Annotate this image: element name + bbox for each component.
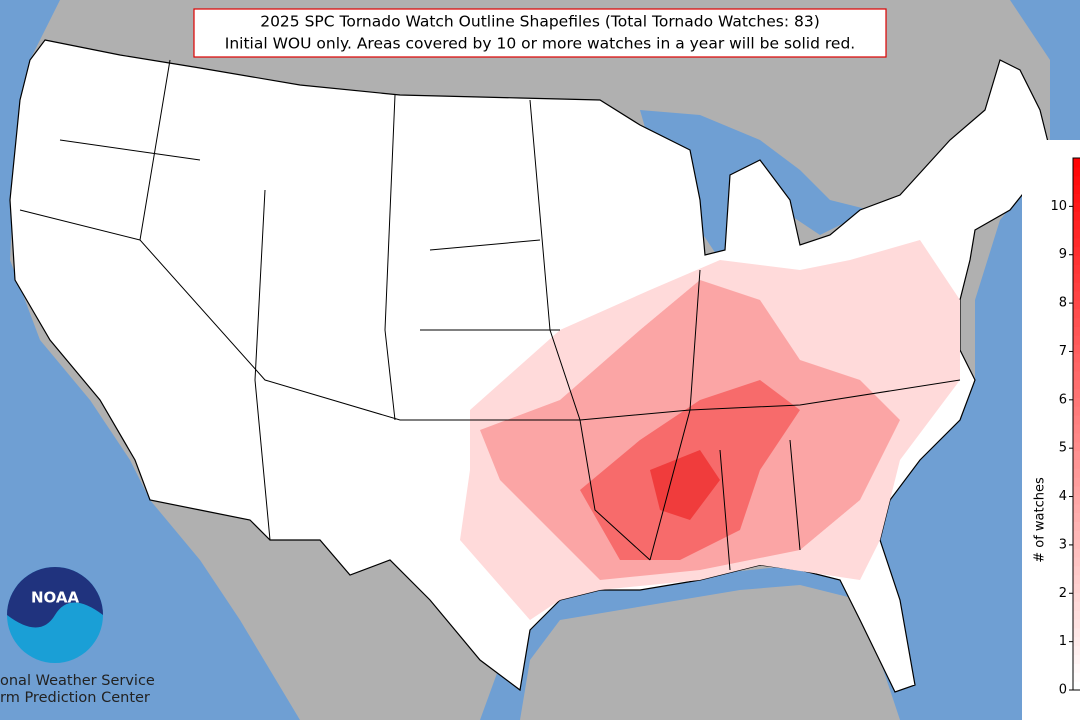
colorbar-step [1073,530,1080,540]
colorbar-panel [1022,140,1080,720]
colorbar-step [1073,326,1080,336]
colorbar: 0 1 2 3 4 5 6 7 8 9 10 [1050,157,1080,698]
colorbar-step [1073,370,1080,381]
state-line [19,139,560,331]
colorbar-step [1073,335,1080,345]
colorbar-step [1073,246,1080,257]
colorbar-step [1073,601,1080,611]
colorbar-step [1073,645,1080,656]
colorbar-step [1073,202,1080,212]
colorbar-step [1073,361,1080,372]
colorbar-step [1073,654,1080,664]
colorbar-step [1073,521,1080,531]
colorbar-step [1073,477,1080,487]
colorbar-step [1073,574,1080,585]
colorbar-step [1073,610,1080,620]
colorbar-step [1073,663,1080,673]
colorbar-step [1073,388,1080,398]
colorbar-step [1073,512,1080,523]
logo-top [7,567,103,628]
colorbar-step [1073,619,1080,629]
colorbar-step [1073,379,1080,390]
colorbar-step [1073,397,1080,407]
colorbar-step [1073,264,1080,274]
colorbar-step [1073,636,1080,647]
state-lines [19,59,961,571]
colorbar-tick-label: 2 [1059,586,1067,601]
colorbar-tick-label: 4 [1059,489,1067,504]
colorbar-step [1073,220,1080,230]
title-box [193,8,887,58]
colorbar-step [1073,424,1080,434]
logo-line: onal Weather Service [0,673,155,689]
colorbar-step [1073,344,1080,354]
colorbar-step [1073,459,1080,469]
logo-line: rm Prediction Center [0,690,150,706]
colorbar-step [1073,450,1080,460]
watch-area-peak [650,450,720,520]
state-line [649,269,701,561]
pacific-ocean [0,0,300,720]
colorbar-frame [1072,157,1080,691]
colorbar-step [1073,255,1080,265]
colorbar-step [1073,228,1080,239]
colorbar-step [1073,406,1080,416]
colorbar-step [1073,557,1080,567]
colorbar-step [1073,291,1080,301]
colorbar-step [1073,273,1080,283]
colorbar-step [1073,317,1080,327]
colorbar-step [1073,672,1080,682]
state-line [384,94,396,421]
colorbar-step [1073,166,1080,177]
colorbar-step [1073,415,1080,425]
colorbar-step [1073,494,1080,505]
state-line [139,59,961,421]
colorbar-tick-label: 7 [1059,344,1067,359]
state-line [719,439,801,571]
colorbar-step [1073,503,1080,514]
colorbar-step [1073,211,1080,221]
colorbar-tick-label: 6 [1059,392,1067,407]
colorbar-tick-label: 1 [1059,634,1067,649]
watch-shading [460,240,960,620]
colorbar-step [1073,308,1080,319]
colorbar-tick-label: 5 [1059,441,1067,456]
colorbar-step [1073,627,1080,638]
colorbar-step [1073,353,1080,363]
colorbar-step [1073,583,1080,593]
colorbar-step [1073,175,1080,186]
colorbar-step [1073,282,1080,292]
colorbar-step [1073,432,1080,443]
colorbar-step [1073,565,1080,576]
colorbar-step [1073,184,1080,194]
colorbar-tick-label: 10 [1050,199,1067,214]
title-line: 2025 SPC Tornado Watch Outline Shapefile… [260,13,820,31]
colorbar-step [1073,468,1080,478]
colorbar-step [1073,486,1080,496]
colorbar-step [1073,299,1080,310]
colorbar-step [1073,193,1080,203]
atlantic-ocean [480,0,1080,720]
colorbar-label: # of watches [1033,477,1048,563]
colorbar-step [1073,441,1080,452]
colorbar-tick-label: 3 [1059,537,1067,552]
colorbar-tick-label: 8 [1059,296,1067,311]
colorbar-tick-label: 9 [1059,247,1067,262]
colorbar-step [1073,548,1080,558]
logo-name: NOAA [31,589,80,607]
state-line [529,99,651,561]
colorbar-step [1073,237,1080,248]
colorbar-tick-label: 0 [1059,683,1067,698]
state-line [254,189,271,541]
colorbar-step [1073,539,1080,549]
title-line: Initial WOU only. Areas covered by 10 or… [225,35,855,53]
colorbar-step [1073,592,1080,602]
colorbar-step [1073,681,1080,691]
colorbar-step [1073,158,1080,168]
